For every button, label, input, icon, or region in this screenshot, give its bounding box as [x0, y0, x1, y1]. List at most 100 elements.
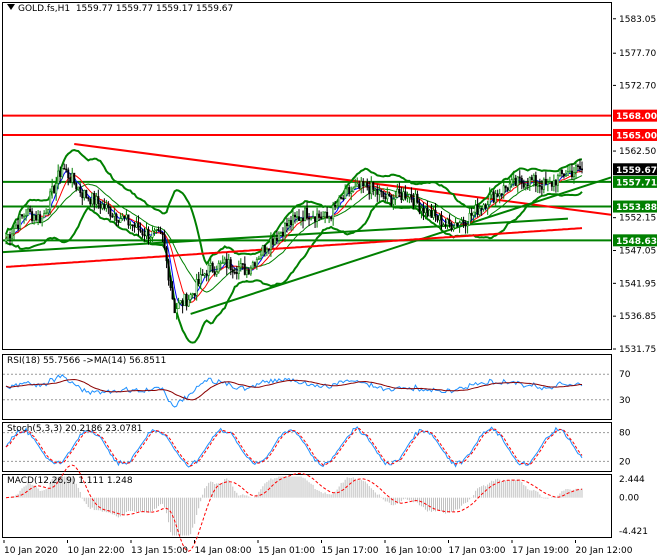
candle-body: [253, 262, 256, 267]
candle: [129, 221, 132, 230]
candle-body: [492, 191, 495, 203]
candle-body: [11, 233, 14, 239]
candle: [414, 189, 417, 208]
candle: [283, 221, 286, 242]
candle: [390, 194, 393, 207]
candle: [257, 255, 260, 261]
candle-body: [167, 260, 170, 281]
candle-body: [57, 170, 60, 184]
macd-pane[interactable]: MACD(12,26,9) 1.111 1.248: [2, 464, 612, 552]
candle-body: [293, 214, 297, 218]
candle: [159, 226, 162, 235]
candle: [161, 231, 164, 243]
candle-body: [97, 196, 100, 204]
price-chart-svg: [2, 114, 612, 344]
candle-body: [143, 234, 146, 237]
candle-body: [191, 293, 194, 295]
candle: [99, 200, 102, 214]
candle-body: [197, 278, 200, 284]
candle-body: [199, 274, 202, 284]
candle-body: [277, 232, 280, 241]
stoch-pane[interactable]: Stoch(5,3,3) 20.2186 23.0781: [2, 422, 612, 472]
candle-body: [416, 193, 419, 203]
candle: [147, 226, 150, 245]
candle-body: [221, 262, 224, 265]
candle: [314, 215, 317, 228]
slow-ma-line: [5, 170, 583, 303]
candle: [514, 174, 517, 187]
candle: [153, 227, 156, 236]
candle-body: [7, 234, 10, 239]
candle-body: [434, 209, 437, 217]
price-pane[interactable]: GOLD.fs,H1 1559.77 1559.77 1559.17 1559.…: [2, 2, 612, 350]
candle: [444, 218, 447, 229]
time-tick-label: 13 Jan 15:00: [131, 546, 188, 556]
candle-body: [101, 204, 104, 209]
candle: [456, 222, 459, 228]
candle-body: [324, 211, 327, 218]
candle-body: [287, 220, 290, 227]
candle-body: [4, 237, 8, 242]
candle: [249, 265, 252, 276]
rsi-tick-label: 70: [619, 370, 631, 380]
candle-body: [526, 184, 529, 187]
candle: [402, 187, 405, 202]
candle: [372, 181, 375, 196]
red-trendline: [74, 142, 612, 216]
candle-body: [572, 172, 575, 178]
candle: [366, 178, 369, 191]
candle: [442, 222, 445, 227]
candle: [324, 211, 327, 224]
candle-body: [269, 238, 272, 250]
candle-body: [524, 184, 527, 188]
candle: [482, 203, 485, 212]
candle-body: [233, 271, 236, 274]
candle-body: [466, 224, 469, 227]
candle-body: [23, 215, 26, 218]
candle-body: [201, 274, 204, 276]
candle-body: [39, 214, 42, 223]
candle: [398, 182, 401, 198]
candle-body: [538, 185, 541, 187]
candle-body: [444, 224, 447, 227]
candle-body: [334, 204, 337, 207]
candle: [241, 263, 244, 271]
candle-body: [414, 193, 417, 206]
candle: [137, 215, 140, 236]
candle: [169, 275, 172, 291]
macd-signal-line: [5, 464, 583, 552]
candle: [322, 211, 325, 220]
candle: [394, 191, 397, 205]
candle-body: [271, 238, 274, 245]
candle-body: [53, 185, 56, 194]
candle: [468, 206, 471, 226]
candle: [201, 269, 204, 276]
candle-body: [438, 214, 441, 221]
candle: [412, 193, 415, 209]
candle-body: [418, 202, 421, 212]
level-tag: [613, 234, 657, 247]
candle: [275, 231, 278, 245]
candle-body: [119, 218, 122, 223]
candle: [354, 178, 357, 189]
level-tag-label: 1553.88: [616, 203, 657, 213]
candle-body: [542, 178, 545, 190]
candle: [462, 216, 465, 228]
candle: [496, 189, 499, 198]
candle: [476, 198, 479, 218]
candle: [39, 210, 42, 224]
candle: [428, 209, 431, 217]
candle-body: [392, 198, 395, 205]
candle: [348, 184, 351, 197]
candle-body: [432, 209, 435, 218]
candle: [67, 167, 70, 186]
ohlc-values: 1559.77 1559.77 1559.17 1559.67: [75, 4, 234, 14]
symbol-header: GOLD.fs,H1 1559.77 1559.77 1559.17 1559.…: [7, 4, 233, 14]
rsi-pane[interactable]: RSI(18) 55.7566 ->MA(14) 56.8511: [2, 354, 612, 420]
candle-body: [422, 207, 425, 214]
candle-body: [556, 175, 559, 186]
candle-body: [516, 176, 519, 186]
candle-body: [326, 211, 329, 219]
price-tick-label: 1547.05: [619, 247, 656, 257]
candle-body: [35, 215, 38, 221]
